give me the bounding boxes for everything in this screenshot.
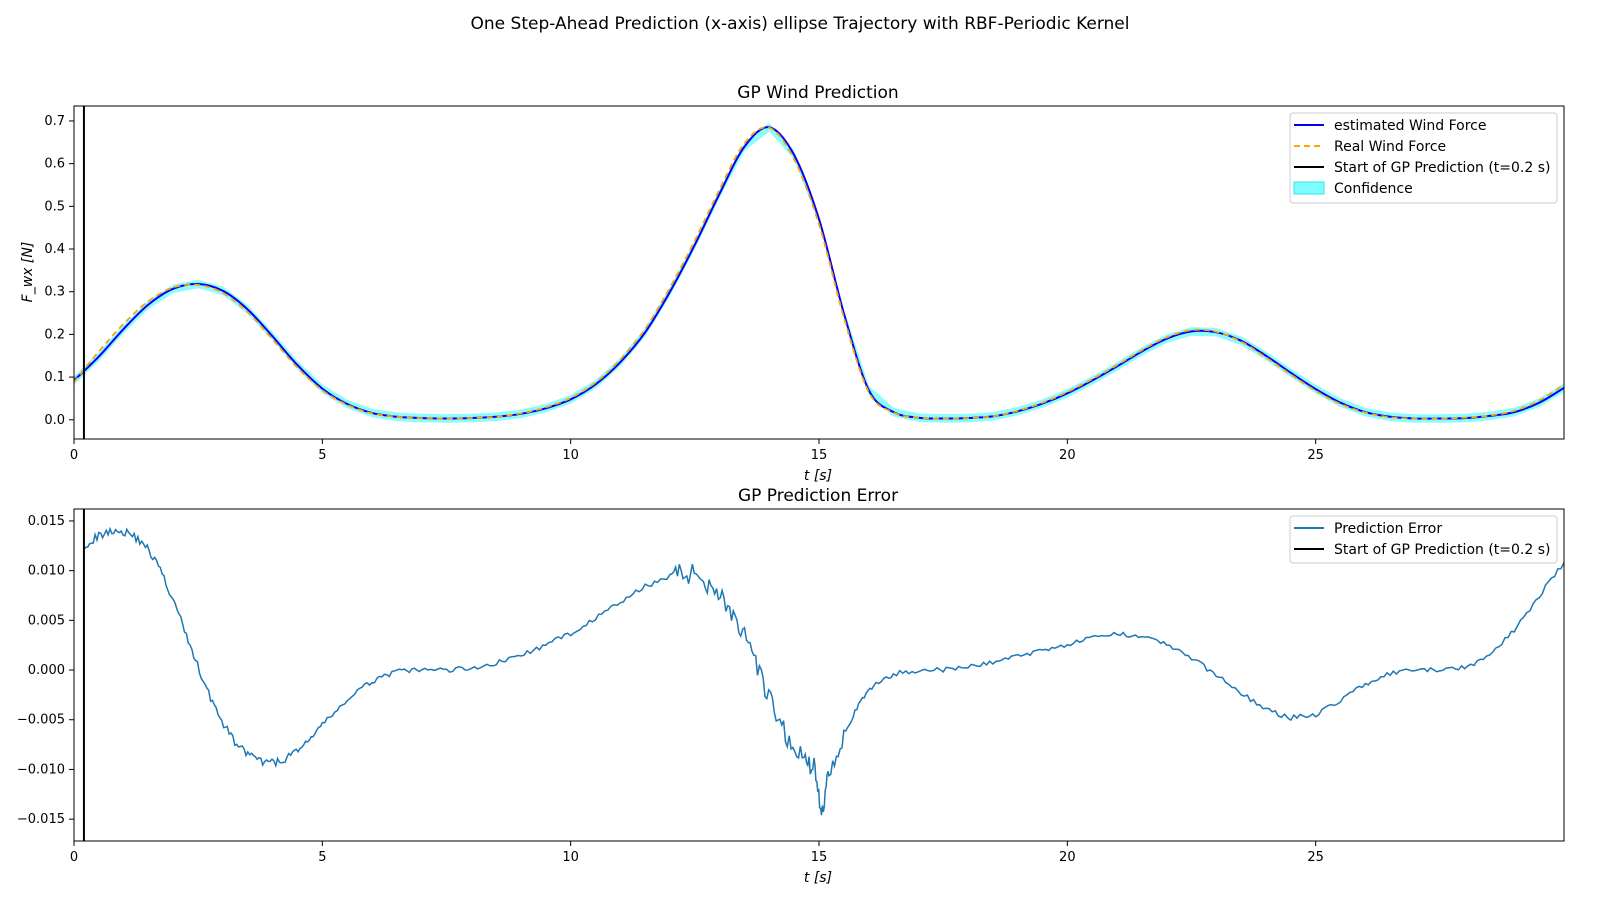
prediction-error-x-ticks: 0 5 10 15 20 25 (70, 841, 1324, 865)
x-tick-label: 5 (318, 448, 326, 463)
wind-prediction-title: GP Wind Prediction (737, 83, 898, 103)
legend-confidence-swatch (1293, 181, 1325, 195)
real-wind-force-line (73, 126, 1565, 420)
figure-title: One Step-Ahead Prediction (x-axis) ellip… (470, 14, 1130, 34)
x-tick-label: 20 (1059, 850, 1076, 865)
prediction-error-plot-area (82, 509, 1565, 841)
y-tick-label: 0.0 (44, 413, 65, 428)
wind-prediction-x-label: t [s] (804, 468, 832, 484)
y-tick-label: 0.000 (28, 663, 65, 678)
y-tick-label: 0.010 (28, 564, 65, 579)
y-tick-label: −0.005 (17, 713, 65, 728)
x-tick-label: 0 (70, 448, 78, 463)
y-tick-label: 0.6 (44, 157, 65, 172)
y-tick-label: 0.3 (44, 285, 65, 300)
x-tick-label: 25 (1307, 850, 1324, 865)
wind-prediction-plot-area (73, 106, 1565, 439)
x-tick-label: 15 (811, 850, 828, 865)
legend-real-label: Real Wind Force (1334, 139, 1446, 155)
x-tick-label: 25 (1307, 448, 1324, 463)
x-tick-label: 5 (318, 850, 326, 865)
prediction-error-y-ticks: 0.015 0.010 0.005 0.000 −0.005 −0.010 −0.015 (17, 514, 74, 827)
legend-estimated-label: estimated Wind Force (1334, 118, 1486, 134)
y-tick-label: 0.4 (44, 242, 65, 257)
x-tick-label: 15 (811, 448, 828, 463)
wind-prediction-y-label: F_wx [N] (20, 242, 36, 303)
y-tick-label: −0.010 (17, 762, 65, 777)
prediction-error-legend: Prediction Error Start of GP Prediction … (1289, 515, 1558, 564)
y-tick-label: 0.1 (44, 370, 65, 385)
legend-box (1289, 112, 1558, 204)
x-tick-label: 10 (562, 850, 579, 865)
wind-prediction-legend: estimated Wind Force Real Wind Force Sta… (1289, 112, 1558, 204)
legend-start-label: Start of GP Prediction (t=0.2 s) (1334, 542, 1551, 558)
y-tick-label: 0.2 (44, 327, 65, 342)
y-tick-label: 0.7 (44, 114, 65, 129)
legend-box (1289, 515, 1558, 564)
x-tick-label: 20 (1059, 448, 1076, 463)
prediction-error-x-label: t [s] (804, 870, 832, 886)
prediction-error-title: GP Prediction Error (738, 486, 898, 506)
legend-confidence-label: Confidence (1334, 181, 1413, 197)
wind-prediction-x-ticks: 0 5 10 15 20 25 (70, 439, 1324, 463)
estimated-wind-force-line (73, 126, 1565, 420)
y-tick-label: −0.015 (17, 812, 65, 827)
legend-start-label: Start of GP Prediction (t=0.2 s) (1334, 160, 1551, 176)
x-tick-label: 0 (70, 850, 78, 865)
prediction-error-line (83, 526, 1565, 816)
wind-prediction-y-ticks: 0.0 0.1 0.2 0.3 0.4 0.5 0.6 0.7 (44, 114, 74, 428)
legend-error-label: Prediction Error (1334, 521, 1442, 537)
x-tick-label: 10 (562, 448, 579, 463)
wind-prediction-panel: GP Wind Prediction 0 5 10 15 20 25 0.00.10.20… (20, 83, 1565, 484)
y-tick-label: 0.005 (28, 613, 65, 628)
y-tick-label: 0.5 (44, 199, 65, 214)
y-tick-label: 0.015 (28, 514, 65, 529)
prediction-error-panel: GP Prediction Error 0 5 10 15 20 25 0.0150.01… (17, 486, 1565, 886)
